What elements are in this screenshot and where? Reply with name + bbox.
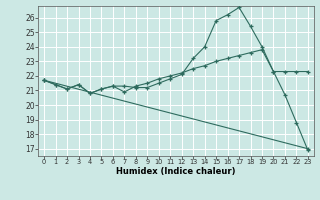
X-axis label: Humidex (Indice chaleur): Humidex (Indice chaleur) (116, 167, 236, 176)
